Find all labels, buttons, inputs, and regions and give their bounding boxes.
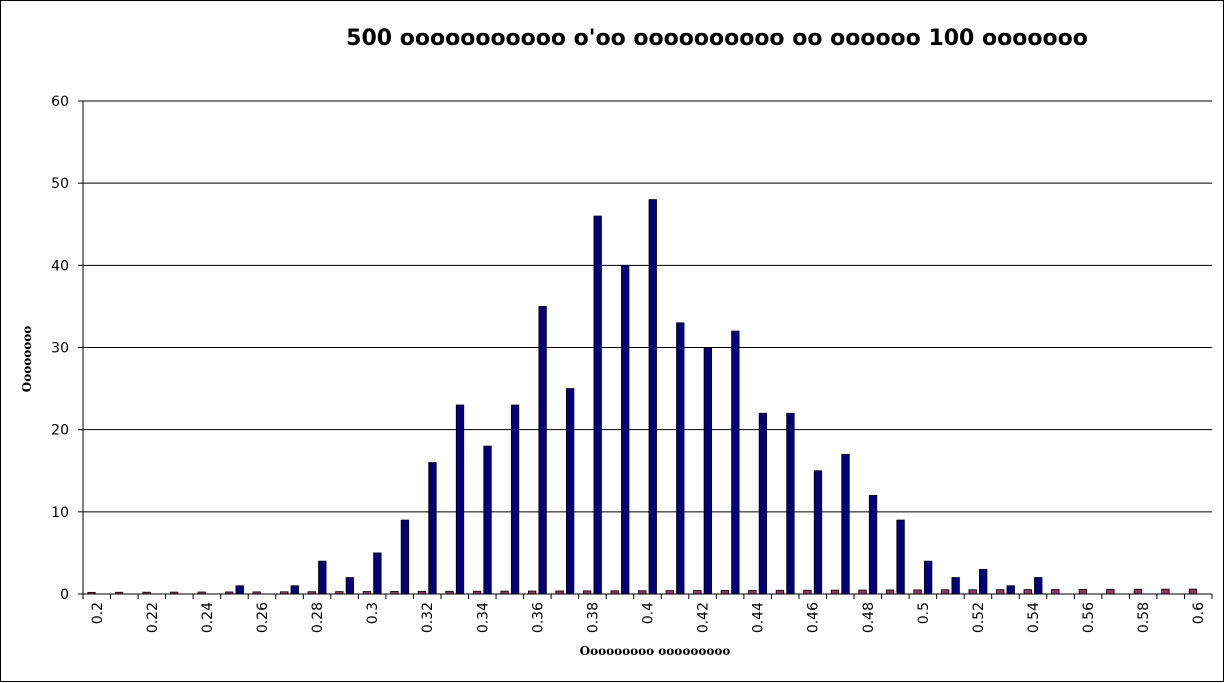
bar-series2: [538, 306, 547, 595]
gridlines: [83, 100, 1212, 513]
bar-series1: [803, 589, 812, 595]
x-tick-label: 0.42: [696, 602, 712, 633]
x-tick-label: 0.3: [365, 602, 381, 624]
bar-series2: [841, 453, 850, 595]
x-tick-label: 0.28: [310, 602, 326, 633]
x-tick-label: 0.26: [255, 602, 271, 633]
y-tick-label: 40: [51, 258, 69, 274]
bar-series2: [290, 585, 299, 595]
bar-series2: [979, 568, 988, 595]
bar-series2: [731, 330, 740, 595]
bar-series2: [1034, 577, 1043, 595]
bar-series2: [235, 585, 244, 595]
bar-series2: [483, 445, 492, 595]
x-tick-label: 0.34: [475, 602, 491, 633]
bar-series1: [830, 589, 840, 595]
x-tick-label: 0.5: [916, 602, 932, 624]
x-tick-label: 0.22: [145, 602, 161, 633]
y-tick-labels: 0 10 20 30 40 50 60: [51, 94, 69, 603]
bar-series1: [748, 589, 757, 595]
bar-series2: [345, 577, 354, 595]
bar-series1: [858, 589, 867, 595]
bar-series2: [373, 552, 382, 595]
bar-series2: [648, 199, 657, 595]
bar-series1: [1078, 588, 1087, 595]
y-tick-label: 30: [51, 341, 69, 357]
bar-series1: [885, 589, 895, 595]
y-tick-label: 60: [51, 94, 69, 110]
bars: [87, 199, 1198, 595]
bar-series2: [621, 264, 630, 595]
bar-series1: [968, 589, 977, 595]
bar-series2: [400, 519, 410, 595]
x-tick-label: 0.58: [1136, 602, 1152, 633]
x-tick-label: 0.2: [90, 602, 106, 624]
x-tick-label: 0.32: [420, 602, 436, 633]
bar-series2: [318, 560, 327, 595]
bar-series2: [703, 347, 712, 595]
bar-series2: [813, 470, 823, 595]
x-tick-label: 0.48: [861, 602, 877, 633]
x-tick-labels: 0.2 0.22 0.24 0.26 0.28 0.3 0.32 0.34 0.36 0.38 0.…: [90, 602, 1207, 633]
bar-series2: [1006, 585, 1015, 595]
bar-series1: [1161, 588, 1170, 595]
bar-series2: [951, 577, 960, 595]
bar-series1: [665, 590, 674, 595]
chart-title: 500 ooooooooooo o'oo oooooooooo oo ooooo…: [346, 26, 1088, 51]
bar-series2: [593, 215, 602, 595]
bar-series1: [1051, 589, 1060, 595]
bar-series2: [510, 404, 520, 595]
x-tick-label: 0.56: [1081, 602, 1097, 633]
bar-series1: [1023, 589, 1032, 595]
bar-series1: [1188, 588, 1198, 595]
y-tick-label: 50: [51, 176, 69, 192]
y-tick-label: 10: [51, 505, 69, 521]
bar-series2: [923, 560, 933, 595]
bar-series1: [720, 590, 730, 595]
x-tick-label: 0.52: [971, 602, 987, 633]
bar-series2: [758, 412, 768, 595]
bar-series2: [428, 462, 437, 595]
y-axis-label: Oooooooo: [20, 326, 34, 392]
bar-series1: [913, 589, 922, 595]
x-tick-label: 0.38: [585, 602, 601, 633]
bar-series1: [941, 589, 950, 595]
x-tick-label: 0.54: [1026, 602, 1042, 633]
axes: [78, 100, 1213, 599]
x-tick-label: 0.4: [641, 602, 657, 624]
x-tick-label: 0.46: [806, 602, 822, 633]
bar-series1: [1106, 588, 1115, 595]
x-axis-label: Ooooooooo ooooooooo: [580, 644, 731, 658]
bar-series2: [565, 388, 575, 595]
bar-series2: [786, 412, 795, 595]
bar-series1: [693, 590, 702, 595]
bar-series2: [676, 322, 685, 595]
x-tick-label: 0.44: [751, 602, 767, 633]
x-tick-label: 0.24: [200, 602, 216, 633]
y-tick-label: 20: [51, 423, 69, 439]
x-tick-label: 0.36: [530, 602, 546, 633]
x-tick-label: 0.6: [1191, 602, 1207, 624]
bar-series2: [868, 494, 878, 595]
bar-series2: [896, 519, 905, 595]
y-tick-label: 0: [60, 587, 69, 603]
bar-series1: [996, 589, 1005, 595]
bar-series2: [455, 404, 465, 595]
bar-series1: [1133, 588, 1143, 595]
bar-series1: [775, 589, 785, 595]
